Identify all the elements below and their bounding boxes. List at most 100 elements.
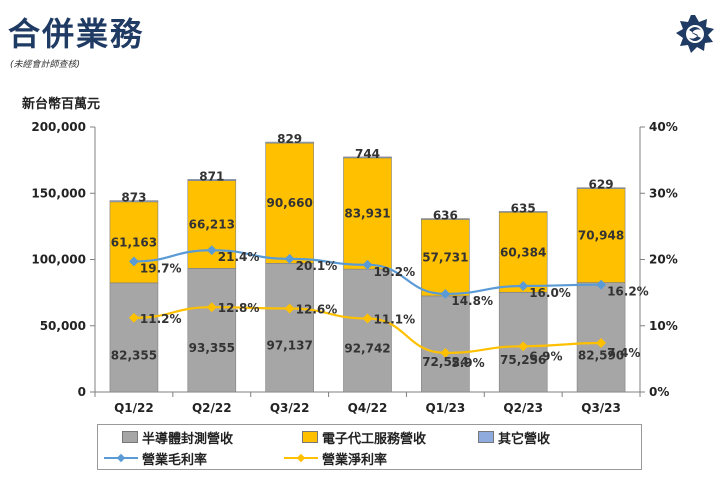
data-label-gross-margin: 14.8% bbox=[451, 294, 493, 308]
y-axis-unit-label: 新台幣百萬元 bbox=[22, 96, 100, 112]
data-label-ems: 66,213 bbox=[189, 217, 235, 231]
data-label-semi: 92,742 bbox=[344, 342, 390, 356]
y2-tick-label: 10% bbox=[649, 319, 678, 333]
y-tick-label: 0 bbox=[78, 385, 86, 399]
legend-swatch-net bbox=[284, 453, 318, 463]
data-label-net-margin: 12.6% bbox=[296, 303, 338, 317]
data-label-other: 871 bbox=[199, 169, 224, 183]
point-net-margin bbox=[596, 338, 607, 348]
bar-other bbox=[265, 141, 314, 144]
data-label-ems: 70,948 bbox=[578, 229, 624, 243]
legend-item-semi: 半導體封測營收 bbox=[122, 428, 234, 447]
legend-swatch-gross bbox=[104, 453, 138, 463]
x-tick-label: Q1/23 bbox=[426, 401, 466, 415]
bar-other bbox=[109, 200, 159, 203]
bar-ems bbox=[265, 142, 314, 264]
y-tick-label: 100,000 bbox=[31, 253, 86, 267]
bar-semi bbox=[343, 268, 392, 393]
data-label-other: 744 bbox=[355, 147, 380, 161]
x-tick-label: Q2/23 bbox=[503, 401, 543, 415]
y2-tick-label: 20% bbox=[649, 253, 678, 267]
bar-other bbox=[498, 211, 548, 213]
data-label-other: 636 bbox=[433, 209, 458, 223]
bar-semi bbox=[109, 282, 159, 393]
data-label-semi: 72,524 bbox=[422, 355, 468, 369]
y2-tick-label: 0% bbox=[649, 385, 669, 399]
data-label-semi: 82,590 bbox=[578, 348, 624, 362]
data-label-gross-margin: 19.7% bbox=[140, 261, 182, 275]
bar-other bbox=[343, 156, 392, 159]
chart-lines bbox=[128, 245, 607, 358]
data-label-ems: 83,931 bbox=[344, 207, 390, 221]
page-title: 合併業務 bbox=[8, 15, 145, 53]
legend-swatch-ems bbox=[302, 431, 318, 443]
data-label-semi: 93,355 bbox=[189, 341, 235, 355]
bar-semi bbox=[576, 282, 626, 393]
company-logo-icon bbox=[676, 15, 714, 53]
data-label-gross-margin: 16.0% bbox=[529, 286, 571, 300]
data-label-other: 635 bbox=[511, 201, 536, 215]
legend-item-net: 營業淨利率 bbox=[284, 449, 388, 468]
data-label-net-margin: 5.9% bbox=[451, 356, 484, 370]
point-net-margin bbox=[128, 312, 139, 323]
data-label-net-margin: 12.8% bbox=[218, 301, 260, 315]
bar-ems bbox=[498, 211, 548, 293]
point-net-margin bbox=[284, 303, 295, 314]
point-gross-margin bbox=[440, 289, 451, 299]
bar-other bbox=[421, 218, 470, 220]
data-label-gross-margin: 19.2% bbox=[374, 265, 416, 279]
data-label-gross-margin: 16.2% bbox=[607, 285, 649, 299]
legend-item-other: 其它營收 bbox=[478, 428, 551, 447]
data-label-other: 629 bbox=[589, 178, 614, 192]
y2-tick-label: 40% bbox=[649, 120, 678, 134]
point-gross-margin bbox=[518, 281, 529, 291]
legend-swatch-other bbox=[478, 431, 494, 443]
data-label-semi: 97,137 bbox=[266, 339, 312, 353]
data-label-net-margin: 7.4% bbox=[607, 346, 640, 360]
bar-semi bbox=[421, 295, 470, 393]
y2-tick-label: 30% bbox=[649, 186, 678, 200]
bar-ems bbox=[109, 201, 159, 284]
point-gross-margin bbox=[362, 259, 373, 270]
page-subtitle: (未經會計師查核) bbox=[10, 60, 81, 70]
legend-label-net: 營業淨利率 bbox=[322, 452, 388, 468]
x-tick-label: Q4/22 bbox=[348, 401, 388, 415]
data-label-net-margin: 11.2% bbox=[140, 312, 182, 326]
legend-label-semi: 半導體封測營收 bbox=[142, 431, 234, 447]
data-label-ems: 57,731 bbox=[422, 251, 468, 265]
point-net-margin bbox=[440, 347, 451, 358]
point-net-margin bbox=[518, 341, 529, 352]
point-net-margin bbox=[362, 313, 373, 324]
x-tick-label: Q1/22 bbox=[114, 401, 154, 415]
legend-label-ems: 電子代工服務營收 bbox=[322, 431, 427, 447]
point-gross-margin bbox=[128, 256, 139, 267]
data-label-net-margin: 6.9% bbox=[529, 349, 562, 363]
data-label-semi: 75,256 bbox=[500, 353, 546, 367]
bar-other bbox=[187, 179, 237, 181]
legend-item-gross: 營業毛利率 bbox=[104, 449, 207, 468]
y-tick-label: 50,000 bbox=[40, 319, 86, 333]
bar-semi bbox=[187, 268, 237, 393]
data-label-gross-margin: 21.4% bbox=[218, 250, 260, 264]
point-gross-margin bbox=[206, 245, 217, 256]
x-tick-label: Q3/22 bbox=[270, 401, 310, 415]
bar-ems bbox=[421, 219, 470, 297]
data-label-ems: 90,660 bbox=[266, 196, 312, 210]
bar-ems bbox=[576, 188, 626, 283]
legend-swatch-semi bbox=[122, 431, 138, 443]
y-tick-label: 150,000 bbox=[31, 186, 86, 200]
bar-semi bbox=[265, 262, 314, 393]
x-tick-label: Q3/23 bbox=[581, 401, 621, 415]
data-label-net-margin: 11.1% bbox=[374, 312, 416, 326]
point-gross-margin bbox=[596, 279, 607, 290]
chart-legend: 半導體封測營收 電子代工服務營收 其它營收 營業毛利率 營業淨利率 bbox=[97, 424, 642, 470]
data-label-ems: 61,163 bbox=[111, 235, 157, 249]
data-label-ems: 60,384 bbox=[500, 245, 546, 259]
data-label-other: 873 bbox=[121, 191, 146, 205]
data-label-semi: 82,355 bbox=[111, 348, 157, 362]
x-tick-label: Q2/22 bbox=[192, 401, 232, 415]
legend-item-ems: 電子代工服務營收 bbox=[302, 428, 427, 447]
legend-label-other: 其它營收 bbox=[498, 431, 551, 447]
chart-axes: 0 50,000 100,000 150,000 200,000 0% 10% 20% 30% 4… bbox=[31, 120, 677, 415]
